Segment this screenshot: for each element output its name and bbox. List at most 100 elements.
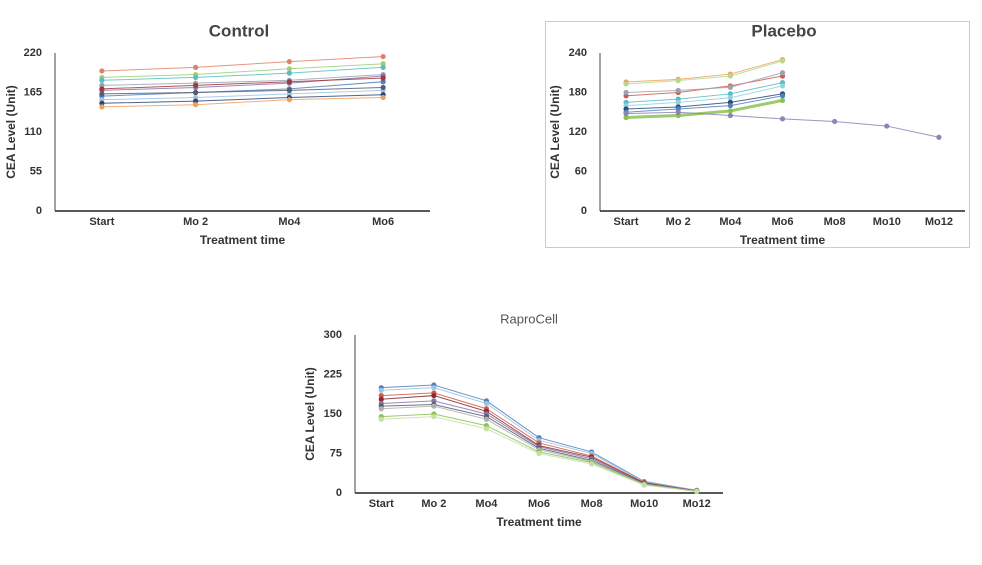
x-tick-label: Start (89, 216, 114, 228)
data-point (99, 82, 105, 88)
data-point (588, 461, 595, 467)
y-tick-label: 300 (324, 329, 342, 341)
series-line (101, 89, 384, 101)
data-point (779, 93, 786, 99)
data-point (378, 396, 384, 402)
x-tick-label: Mo10 (873, 216, 901, 228)
series-line (626, 93, 783, 110)
series-line (101, 56, 384, 72)
data-point (99, 104, 105, 110)
series-line (626, 72, 783, 93)
y-tick-label: 120 (569, 126, 587, 138)
data-point (380, 75, 386, 81)
data-point (623, 114, 629, 121)
y-axis-title: CEA Level (Unit) (303, 367, 317, 461)
chart-title: Control (209, 21, 269, 40)
data-point (193, 98, 199, 104)
data-point (641, 482, 647, 488)
data-point (378, 406, 384, 412)
x-tick-label: Mo4 (278, 216, 301, 228)
x-tick-label: Mo10 (630, 498, 658, 510)
x-axis-title: Treatment time (496, 515, 582, 529)
x-tick-label: Mo4 (719, 216, 742, 228)
x-tick-label: Mo12 (925, 216, 953, 228)
y-tick-label: 220 (24, 47, 42, 59)
data-point (727, 95, 733, 101)
series-line (626, 59, 783, 83)
series-line (101, 97, 384, 108)
series-line (101, 74, 384, 86)
data-point (286, 91, 292, 97)
data-point (483, 400, 490, 407)
y-tick-label: 240 (569, 47, 587, 59)
data-point (431, 414, 437, 420)
data-point (936, 134, 942, 140)
x-tick-label: Mo8 (824, 216, 846, 228)
series-line (101, 86, 384, 95)
data-point (779, 83, 786, 89)
x-tick-label: Mo4 (475, 498, 498, 510)
data-point (99, 91, 105, 97)
data-point (675, 109, 681, 115)
series-line (101, 81, 384, 97)
y-tick-label: 75 (330, 447, 342, 459)
data-point (286, 97, 292, 103)
y-tick-label: 165 (24, 86, 42, 98)
data-point (193, 102, 199, 108)
y-axis-title: CEA Level (Unit) (548, 85, 562, 179)
data-point (286, 79, 292, 85)
y-tick-label: 180 (569, 86, 587, 98)
series-line (626, 82, 783, 103)
data-point (727, 84, 733, 90)
data-point (431, 403, 437, 409)
series-line (626, 85, 783, 107)
data-point (483, 426, 490, 432)
data-point (727, 91, 733, 97)
y-tick-label: 150 (324, 408, 342, 420)
y-tick-label: 0 (581, 205, 587, 217)
chart-title: RaproCell (500, 311, 558, 326)
data-point (99, 68, 105, 74)
data-point (779, 70, 786, 76)
data-point (483, 416, 490, 422)
data-point (193, 94, 199, 101)
y-tick-label: 225 (324, 368, 342, 380)
data-point (99, 77, 105, 83)
data-point (99, 97, 105, 103)
chart-border (545, 21, 970, 248)
series-line (101, 77, 384, 90)
y-tick-label: 110 (24, 126, 42, 138)
x-tick-label: Mo6 (528, 498, 550, 510)
series-line (101, 63, 384, 78)
series-line (626, 95, 783, 113)
x-tick-label: Mo8 (581, 498, 603, 510)
x-tick-label: Mo 2 (421, 498, 446, 510)
data-point (380, 94, 386, 101)
chart-title: Placebo (751, 21, 816, 40)
series-line (626, 98, 783, 120)
data-point (286, 66, 292, 72)
data-point (286, 87, 292, 93)
data-point (380, 79, 386, 85)
data-point (694, 488, 700, 495)
data-point (378, 392, 384, 399)
data-point (380, 64, 386, 70)
data-point (832, 118, 838, 125)
y-tick-label: 0 (36, 205, 42, 217)
data-point (727, 103, 733, 109)
data-point (380, 84, 386, 91)
series-line (626, 60, 783, 85)
data-point (431, 392, 437, 399)
series-line (101, 66, 384, 81)
data-point (727, 73, 733, 79)
data-point (286, 70, 292, 76)
data-point (431, 385, 437, 391)
data-point (675, 87, 681, 94)
data-point (378, 416, 384, 422)
data-point (99, 86, 105, 92)
series-line (101, 94, 384, 104)
data-point (380, 61, 386, 67)
x-axis-title: Treatment time (200, 233, 286, 247)
data-point (193, 64, 199, 70)
